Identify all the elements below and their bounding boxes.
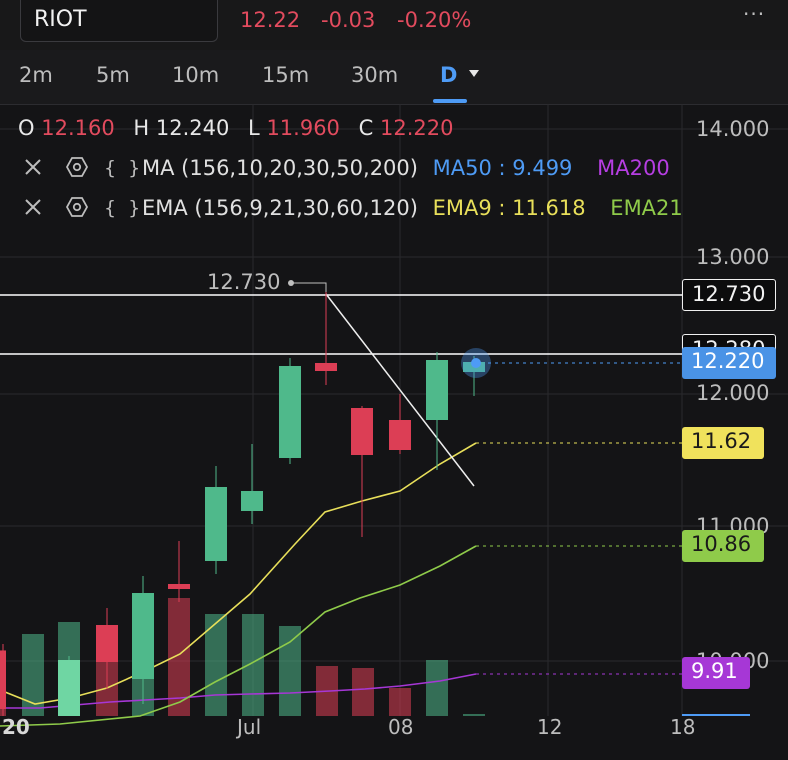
volume-bar (463, 714, 485, 716)
chart-canvas[interactable] (0, 104, 788, 760)
drawn-trend-line[interactable] (325, 293, 475, 487)
ema21-price-tag: 10.86 (682, 530, 764, 562)
axis-marker (682, 714, 750, 716)
ema-legend: EMA (156,9,21,30,60,120) EMA9 : 11.618 E… (142, 196, 683, 220)
volume-bar (22, 634, 44, 716)
last-price-tag: 12.220 (682, 347, 776, 379)
ma-price-tag: 9.91 (682, 657, 750, 689)
remove-ma-close-icon[interactable] (23, 157, 43, 177)
ma-legend-label: MA (156,10,20,30,50,200) (142, 156, 418, 180)
more-dots-icon[interactable]: ··· (743, 2, 766, 26)
price-axis-label: 14.000 (696, 117, 770, 141)
ohlc-close-value: 12.220 (379, 116, 454, 140)
candles (0, 292, 485, 716)
candle[interactable] (389, 394, 411, 454)
candle[interactable] (0, 644, 6, 716)
ema-code-braces-icon[interactable]: { } (104, 197, 144, 219)
time-axis-label: Jul (237, 715, 262, 739)
high-annotation-dot (288, 280, 294, 286)
ohlc-high-label: H (133, 116, 150, 140)
ema21-label: EMA21 (610, 196, 683, 220)
timeframe-5m[interactable]: 5m (96, 63, 130, 87)
volume-bar (352, 668, 374, 716)
remove-ema-close-icon[interactable] (23, 197, 43, 217)
candle-body (279, 366, 301, 458)
candle-body (168, 584, 190, 589)
top-bar: RIOT 12.22 -0.03 -0.20% ··· (0, 0, 788, 50)
price-change: -0.03 (321, 8, 376, 32)
ema9-value: EMA9 : 11.618 (432, 196, 586, 220)
ema-legend-label: EMA (156,9,21,30,60,120) (142, 196, 418, 220)
volume-bar (168, 598, 190, 716)
ma-code-braces-icon[interactable]: { } (104, 157, 144, 179)
candle-body (241, 491, 263, 511)
candle-body (315, 363, 337, 371)
timeframe-30m[interactable]: 30m (351, 63, 399, 87)
ohlc-low-label: L (248, 116, 260, 140)
price-axis-label: 12.000 (696, 381, 770, 405)
symbol-search-box[interactable]: RIOT (20, 0, 218, 42)
ohlc-open-label: O (18, 116, 35, 140)
ma-line (0, 673, 477, 709)
candle[interactable] (132, 576, 154, 704)
candle-body (58, 660, 80, 716)
last-price-dot (471, 358, 481, 368)
ma50-value: MA50 : 9.499 (432, 156, 573, 180)
candle[interactable] (426, 352, 448, 470)
candle[interactable] (351, 406, 373, 537)
volume-bar (205, 614, 227, 716)
high-price-tag[interactable]: 12.730 (682, 279, 776, 311)
timeframe-2m[interactable]: 2m (19, 63, 53, 87)
high-annotation-leader (291, 282, 327, 294)
ohlc-legend: O 12.160 H 12.240 L 11.960 C 12.220 (18, 116, 453, 140)
time-axis-label: 20 (2, 715, 30, 739)
ohlc-low-value: 11.960 (266, 116, 340, 140)
candle-body (426, 360, 448, 420)
ma-legend: MA (156,10,20,30,50,200) MA50 : 9.499 MA… (142, 156, 670, 180)
ema21-line (0, 545, 477, 727)
volume-bar (426, 660, 448, 716)
timeframe-dropdown-caret-icon[interactable] (469, 70, 479, 77)
candle[interactable] (279, 358, 301, 464)
timeframe-bar: 2m 5m 10m 15m 30m D (0, 50, 788, 105)
timeframe-d[interactable]: D (440, 63, 458, 87)
volume-bar (242, 614, 264, 716)
grid (0, 104, 788, 716)
ema-settings-hex-icon[interactable] (65, 195, 89, 219)
ema9-price-tag: 11.62 (682, 427, 764, 459)
candle[interactable] (205, 466, 227, 574)
candle-body (132, 593, 154, 679)
volume-bar (279, 626, 301, 716)
price-chart[interactable]: O 12.160 H 12.240 L 11.960 C 12.220 { } … (0, 104, 788, 760)
ohlc-open-value: 12.160 (41, 116, 115, 140)
ohlc-high-value: 12.240 (155, 116, 230, 140)
volume-bar (389, 688, 411, 716)
candle[interactable] (96, 608, 118, 689)
candle[interactable] (168, 541, 190, 602)
timeframe-10m[interactable]: 10m (172, 63, 220, 87)
ma200-label: MA200 (597, 156, 670, 180)
time-axis-label: 18 (670, 715, 696, 739)
candle[interactable] (315, 292, 337, 385)
ma-settings-hex-icon[interactable] (65, 155, 89, 179)
time-axis-label: 08 (388, 715, 414, 739)
candle-body (205, 487, 227, 561)
high-annotation-label: 12.730 (207, 270, 281, 294)
candle[interactable] (241, 444, 263, 524)
candle-body (389, 420, 411, 450)
ohlc-close-label: C (358, 116, 374, 140)
candle-body (351, 408, 373, 455)
symbol-text: RIOT (34, 7, 87, 32)
candle[interactable] (58, 656, 80, 716)
last-price: 12.22 (240, 8, 301, 32)
price-axis-label: 13.000 (696, 245, 770, 269)
price-change-percent: -0.20% (397, 8, 472, 32)
timeframe-15m[interactable]: 15m (262, 63, 310, 87)
candle-body (96, 625, 118, 662)
candle-body (0, 651, 6, 709)
active-timeframe-underline (433, 99, 467, 103)
time-axis-label: 12 (537, 715, 563, 739)
